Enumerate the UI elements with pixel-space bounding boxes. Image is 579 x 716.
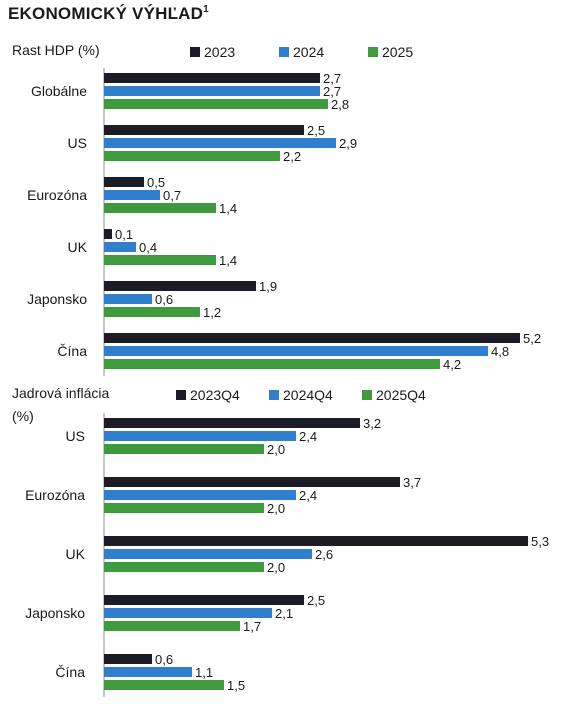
inflation-bar-japonsko-2023q4: [104, 595, 304, 605]
gdp-bar-us-2023: [104, 125, 304, 135]
gdp-bar-japonsko-2025: [104, 307, 200, 317]
inflation-value-label-uk-2024q4: 2,6: [315, 547, 333, 562]
gdp-bar-us-2025: [104, 151, 280, 161]
inflation-legend-swatch-2024q4: [269, 390, 279, 400]
inflation-bar-japonsko-2024q4: [104, 608, 272, 618]
inflation-bar-japonsko-2025q4: [104, 621, 240, 631]
inflation-legend-label-2024q4: 2024Q4: [283, 387, 333, 403]
gdp-bar-eurozona-2023: [104, 177, 144, 187]
gdp-bar-uk-2025: [104, 255, 216, 265]
gdp-value-label-us-2025: 2,2: [283, 149, 301, 164]
inflation-value-label-eurozona-2024q4: 2,4: [299, 488, 317, 503]
gdp-category-label-globalne: Globálne: [31, 83, 87, 99]
gdp-legend-label-2023: 2023: [204, 44, 235, 60]
gdp-category-label-us: US: [68, 135, 87, 151]
inflation-bar-us-2024q4: [104, 431, 296, 441]
inflation-bar-uk-2024q4: [104, 549, 312, 559]
inflation-value-label-us-2023q4: 3,2: [363, 416, 381, 431]
inflation-value-label-cina-2023q4: 0,6: [155, 652, 173, 667]
inflation-value-label-eurozona-2025q4: 2,0: [267, 501, 285, 516]
gdp-bar-cina-2025: [104, 359, 440, 369]
gdp-value-label-uk-2024: 0,4: [139, 240, 157, 255]
gdp-value-label-us-2024: 2,9: [339, 136, 357, 151]
gdp-value-label-japonsko-2025: 1,2: [203, 305, 221, 320]
gdp-value-label-cina-2023: 5,2: [523, 331, 541, 346]
gdp-bar-uk-2024: [104, 242, 136, 252]
inflation-category-label-uk: UK: [66, 546, 86, 562]
inflation-legend-swatch-2025q4: [362, 390, 372, 400]
inflation-value-label-japonsko-2025q4: 1,7: [243, 619, 261, 634]
title-footnote-marker: 1: [203, 4, 209, 15]
inflation-legend-label-2023q4: 2023Q4: [190, 387, 240, 403]
gdp-value-label-japonsko-2023: 1,9: [259, 279, 277, 294]
gdp-category-label-cina: Čína: [57, 343, 87, 359]
gdp-bar-us-2024: [104, 138, 336, 148]
gdp-legend-swatch-2025: [368, 47, 378, 57]
gdp-value-label-globalne-2025: 2,8: [331, 97, 349, 112]
inflation-value-label-japonsko-2024q4: 2,1: [275, 606, 293, 621]
inflation-panel-title: Jadrová inflácia: [12, 385, 109, 401]
inflation-bar-cina-2025q4: [104, 680, 224, 690]
gdp-category-label-japonsko: Japonsko: [27, 291, 87, 307]
gdp-legend-label-2025: 2025: [382, 44, 413, 60]
gdp-bar-japonsko-2023: [104, 281, 256, 291]
gdp-value-label-us-2023: 2,5: [307, 123, 325, 138]
gdp-legend-swatch-2023: [190, 47, 200, 57]
inflation-value-label-uk-2025q4: 2,0: [267, 560, 285, 575]
gdp-value-label-eurozona-2023: 0,5: [147, 175, 165, 190]
gdp-bar-japonsko-2024: [104, 294, 152, 304]
inflation-bar-uk-2025q4: [104, 562, 264, 572]
inflation-value-label-cina-2024q4: 1,1: [195, 665, 213, 680]
inflation-value-label-cina-2025q4: 1,5: [227, 678, 245, 693]
inflation-value-label-uk-2023q4: 5,3: [531, 534, 549, 549]
gdp-bar-cina-2023: [104, 333, 520, 343]
gdp-bar-eurozona-2025: [104, 203, 216, 213]
gdp-category-label-uk: UK: [68, 239, 88, 255]
inflation-panel-unit: (%): [12, 408, 34, 424]
gdp-value-label-uk-2023: 0,1: [115, 227, 133, 242]
inflation-bar-cina-2023q4: [104, 654, 152, 664]
inflation-bar-eurozona-2023q4: [104, 477, 400, 487]
gdp-value-label-cina-2024: 4,8: [491, 344, 509, 359]
gdp-bar-globalne-2025: [104, 99, 328, 109]
gdp-value-label-globalne-2023: 2,7: [323, 71, 341, 86]
gdp-bar-globalne-2024: [104, 86, 320, 96]
gdp-category-label-eurozona: Eurozóna: [27, 187, 87, 203]
inflation-category-label-us: US: [66, 428, 85, 444]
gdp-value-label-japonsko-2024: 0,6: [155, 292, 173, 307]
inflation-category-label-cina: Čína: [55, 664, 85, 680]
inflation-value-label-us-2024q4: 2,4: [299, 429, 317, 444]
chart-title-text: EKONOMICKÝ VÝHĽAD: [8, 4, 204, 23]
inflation-bar-us-2023q4: [104, 418, 360, 428]
gdp-value-label-uk-2025: 1,4: [219, 253, 237, 268]
gdp-value-label-cina-2025: 4,2: [443, 357, 461, 372]
inflation-value-label-eurozona-2023q4: 3,7: [403, 475, 421, 490]
gdp-panel-title: Rast HDP (%): [12, 42, 100, 58]
inflation-bar-eurozona-2024q4: [104, 490, 296, 500]
inflation-bar-uk-2023q4: [104, 536, 528, 546]
inflation-category-label-eurozona: Eurozóna: [25, 487, 85, 503]
gdp-value-label-eurozona-2024: 0,7: [163, 188, 181, 203]
gdp-bar-globalne-2023: [104, 73, 320, 83]
gdp-bar-cina-2024: [104, 346, 488, 356]
inflation-category-label-japonsko: Japonsko: [25, 605, 85, 621]
chart-title: EKONOMICKÝ VÝHĽAD1: [8, 4, 209, 24]
inflation-value-label-us-2025q4: 2,0: [267, 442, 285, 457]
inflation-bar-eurozona-2025q4: [104, 503, 264, 513]
inflation-legend-swatch-2023q4: [176, 390, 186, 400]
gdp-value-label-eurozona-2025: 1,4: [219, 201, 237, 216]
gdp-bar-eurozona-2024: [104, 190, 160, 200]
inflation-legend-label-2025q4: 2025Q4: [376, 387, 426, 403]
gdp-value-label-globalne-2024: 2,7: [323, 84, 341, 99]
gdp-legend-label-2024: 2024: [293, 44, 324, 60]
inflation-value-label-japonsko-2023q4: 2,5: [307, 593, 325, 608]
inflation-bar-us-2025q4: [104, 444, 264, 454]
gdp-bar-uk-2023: [104, 229, 112, 239]
gdp-legend-swatch-2024: [279, 47, 289, 57]
inflation-bar-cina-2024q4: [104, 667, 192, 677]
